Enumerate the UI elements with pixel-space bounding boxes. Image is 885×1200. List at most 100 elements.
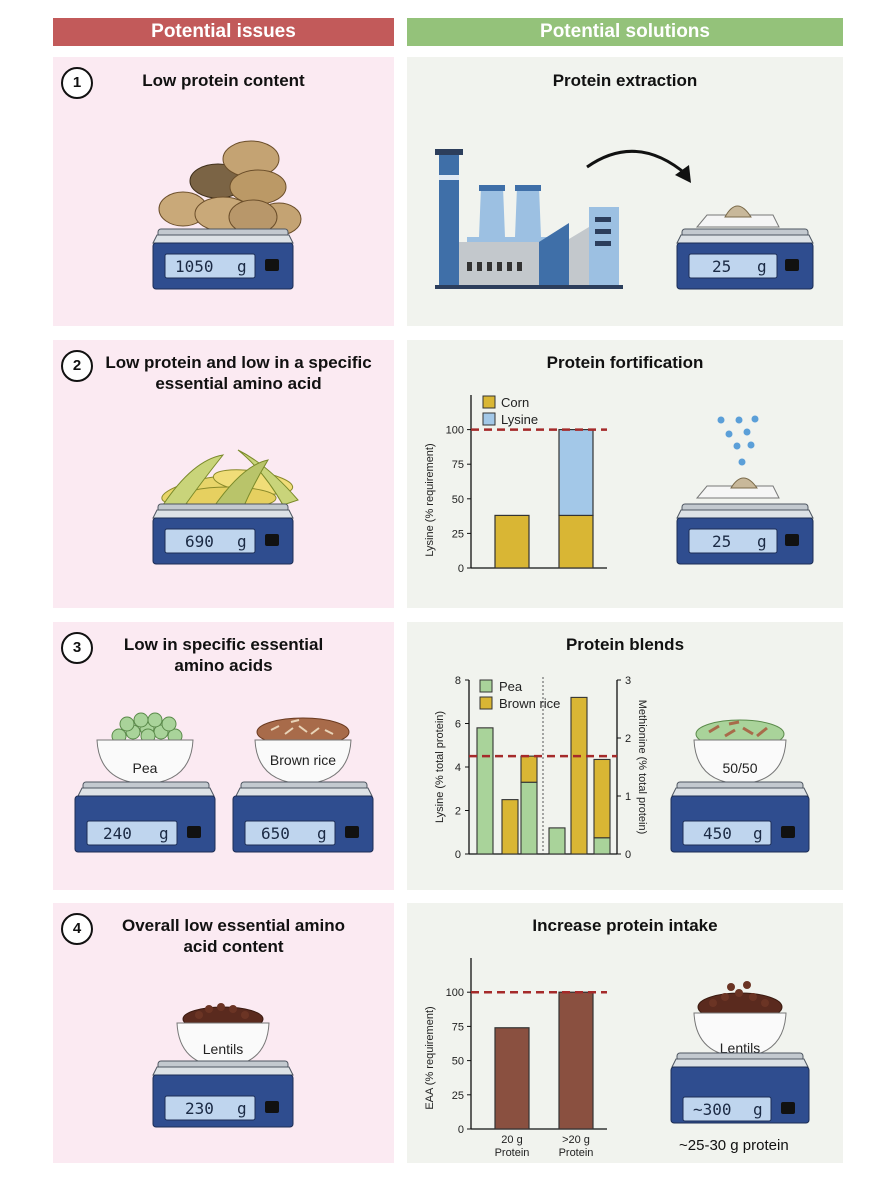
step-number-1: 1	[61, 67, 93, 99]
scale-weight-1: 1050	[175, 257, 214, 276]
solution-title-3: Protein blends	[565, 635, 685, 654]
solution-title-2: Protein fortification	[546, 353, 704, 372]
scale-unit-1: g	[237, 257, 247, 276]
scale-weight-rice: 650	[261, 824, 290, 843]
bar-eaa-1	[494, 1027, 530, 1130]
solution-panel-2: Protein fortification Lysine (% requirem…	[407, 340, 843, 608]
solution-title-4: Increase protein intake	[532, 916, 718, 935]
y-tick-label: 25	[452, 528, 464, 540]
arrow-icon	[586, 149, 688, 177]
bar-lysine-pea	[476, 727, 494, 855]
potatoes-icon	[158, 140, 302, 236]
bar-lysine-blend-rice	[520, 755, 538, 783]
y-tick-label: 0	[458, 1124, 464, 1136]
y2-tick-label: 3	[625, 675, 631, 687]
y-axis-label: EAA (% requirement)	[424, 1006, 436, 1109]
solution-panel-4: Increase protein intake EAA (% requireme…	[407, 903, 843, 1163]
solution-panel-3: Protein blends Lysine (% total protein) …	[407, 622, 843, 890]
potatoes-on-scale: 1050 g	[152, 140, 302, 290]
issue-title-1: Low protein content	[142, 71, 305, 90]
powder-dish-icon	[695, 205, 780, 228]
y-tick-label: 6	[455, 719, 461, 731]
y-tick-label: 100	[446, 987, 464, 999]
corn-icon	[161, 449, 299, 510]
blend-bowl-icon: 50/50	[693, 719, 787, 785]
pea-rice-on-scales: Pea 240 g Brown rice 650	[74, 712, 374, 853]
y2-tick-label: 1	[625, 791, 631, 803]
brown-rice-bowl-icon: Brown rice	[254, 717, 352, 785]
bar-methionine-pea	[548, 827, 566, 855]
scale-weight-1s: 25	[712, 257, 731, 276]
scale-unit-rice: g	[317, 824, 327, 843]
scale-icon: 25 g	[676, 228, 814, 290]
scale-icon: 650 g	[232, 781, 374, 853]
lysine-fortification-chart: Lysine (% requirement) 0 25 50 75 100 Corn L…	[424, 395, 814, 575]
y-tick-label: 4	[455, 762, 461, 774]
lentils-bowl-icon: Lentils	[176, 1003, 270, 1068]
y-tick-label: 0	[455, 849, 461, 861]
protein-caption: ~25-30 g protein	[679, 1137, 789, 1154]
solutions-header: Potential solutions	[407, 18, 843, 46]
bar-lysine-brown-rice	[501, 799, 519, 855]
y2-tick-label: 2	[625, 733, 631, 745]
scale-weight-2: 690	[185, 532, 214, 551]
legend-rice: Brown rice	[499, 696, 560, 711]
bowl-label-rice: Brown rice	[270, 752, 336, 768]
scale-icon: 1050 g	[152, 228, 294, 290]
issue-title-3: Low in specific essential amino acids	[123, 635, 324, 675]
scale-weight-3s: 450	[703, 824, 732, 843]
scale-icon: 240 g	[74, 781, 216, 853]
x-tick-label: 20 g	[501, 1134, 522, 1146]
lentils-bowl-icon: Lentils	[693, 981, 787, 1058]
bowl-label-lentils: Lentils	[203, 1041, 243, 1057]
legend-corn: Corn	[501, 395, 529, 410]
issue-panel-4: 4 Overall low essential amino acid conte…	[53, 903, 394, 1163]
y-tick-label: 8	[455, 675, 461, 687]
step-number-2: 2	[61, 350, 93, 382]
y2-tick-label: 0	[625, 849, 631, 861]
extraction-illustration: 25 g	[435, 149, 814, 290]
bowl-label-pea: Pea	[133, 760, 158, 776]
issue-panel-2: 2 Low protein and low in a specific esse…	[53, 340, 394, 608]
scale-icon: ~300 g	[670, 1052, 810, 1124]
y-tick-label: 75	[452, 459, 464, 471]
factory-icon	[435, 149, 623, 289]
y-axis-label: Lysine (% total protein)	[434, 711, 446, 823]
x-tick-label: Protein	[495, 1147, 530, 1159]
issue-panel-3: 3 Low in specific essential amino acids …	[53, 622, 394, 890]
scale-weight-pea: 240	[103, 824, 132, 843]
bar-corn-1	[494, 514, 530, 569]
bar-methionine-brown-rice	[570, 696, 588, 855]
powder-dish-icon	[695, 477, 780, 499]
legend-lysine: Lysine	[501, 412, 538, 427]
scale-unit-3s: g	[753, 824, 763, 843]
y-tick-label: 75	[452, 1021, 464, 1033]
scale-icon: 25 g	[676, 503, 814, 565]
issue-title-4: Overall low essential amino acid content	[122, 916, 345, 956]
pea-bowl-icon: Pea	[96, 712, 194, 785]
bar-methionine-blend-rice	[593, 758, 611, 839]
legend-swatch-rice	[479, 696, 493, 710]
y-tick-label: 0	[458, 563, 464, 575]
scale-icon: 690 g	[152, 503, 294, 565]
scale-unit-1s: g	[757, 257, 767, 276]
amino-acid-blend-chart: Lysine (% total protein) Methionine (% t…	[434, 675, 810, 861]
y-tick-label: 2	[455, 806, 461, 818]
scale-unit-2: g	[237, 532, 247, 551]
scale-icon: 230 g	[152, 1060, 294, 1128]
issue-title-2: Low protein and low in a specific essent…	[105, 353, 372, 393]
corn-on-scale: 690 g	[152, 449, 299, 565]
x-tick-label: >20 g	[562, 1134, 590, 1146]
lentils-on-scale: Lentils 230 g	[152, 1003, 294, 1128]
x-tick-label: Protein	[559, 1147, 594, 1159]
bowl-label-blend: 50/50	[722, 760, 757, 776]
scale-weight-4s: ~300	[693, 1100, 732, 1119]
y-tick-label: 50	[452, 1056, 464, 1068]
y-tick-label: 25	[452, 1090, 464, 1102]
bar-lysine-2	[558, 428, 594, 517]
bar-corn-2	[558, 514, 594, 569]
bar-eaa-2	[558, 991, 594, 1130]
step-number-3: 3	[61, 632, 93, 664]
legend-swatch-lysine	[482, 412, 496, 426]
